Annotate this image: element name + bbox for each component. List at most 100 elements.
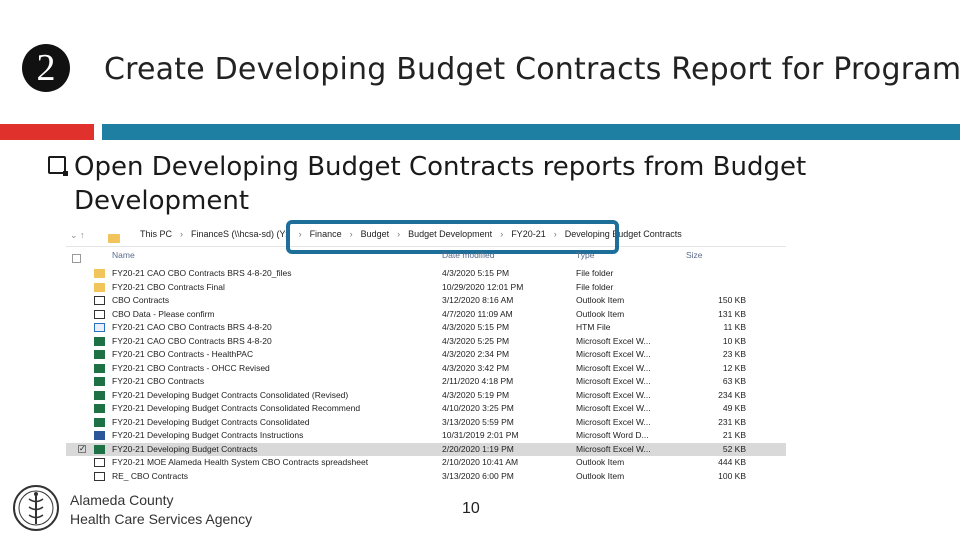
file-size: 100 KB — [718, 470, 746, 481]
file-date: 4/10/2020 3:25 PM — [442, 403, 514, 413]
outlook-item-icon — [94, 309, 105, 319]
page-number: 10 — [462, 500, 480, 517]
breadcrumb-item[interactable]: Finance — [309, 229, 342, 239]
file-name: FY20-21 Developing Budget Contracts Inst… — [112, 430, 304, 440]
checkbox-bullet-icon — [48, 156, 68, 176]
file-date: 2/11/2020 4:18 PM — [442, 376, 514, 386]
address-folder-icon — [108, 233, 120, 244]
file-row[interactable]: FY20-21 CBO Contracts - HealthPAC 4/3/202… — [66, 348, 786, 362]
breadcrumb-item[interactable]: FY20-21 — [511, 229, 546, 239]
breadcrumb-item[interactable]: Budget — [360, 229, 390, 239]
outlook-item-icon — [94, 458, 105, 468]
file-type: Outlook Item — [576, 470, 625, 481]
file-date: 4/3/2020 2:34 PM — [442, 349, 510, 359]
file-type: Outlook Item — [576, 457, 625, 467]
file-size: 52 KB — [722, 443, 746, 454]
file-size: 10 KB — [722, 335, 746, 346]
file-name: FY20-21 CBO Contracts - OHCC Revised — [112, 362, 270, 373]
breadcrumb-separator-icon: › — [500, 229, 504, 239]
column-header-type[interactable]: Type — [576, 250, 595, 260]
file-type: Microsoft Excel W... — [576, 335, 651, 346]
word-file-icon — [94, 431, 105, 441]
file-size: 234 KB — [718, 389, 746, 400]
file-type: Microsoft Excel W... — [576, 362, 651, 373]
breadcrumb-item[interactable]: Developing Budget Contracts — [564, 229, 682, 239]
file-row[interactable]: FY20-21 Developing Budget Contracts 2/20/… — [66, 442, 786, 456]
folder-icon — [94, 282, 105, 292]
file-date: 4/3/2020 5:15 PM — [442, 322, 510, 332]
file-size: 444 KB — [718, 457, 746, 467]
agency-logo — [13, 485, 59, 531]
file-size: 23 KB — [722, 349, 746, 359]
file-name: FY20-21 CBO Contracts — [112, 376, 205, 386]
file-size: 12 KB — [722, 362, 746, 373]
file-row[interactable]: FY20-21 CAO CBO Contracts BRS 4-8-20 4/3/… — [66, 335, 786, 349]
file-type: File folder — [576, 268, 614, 278]
org-line-2: Health Care Services Agency — [70, 511, 253, 527]
file-date: 3/13/2020 6:00 PM — [442, 470, 514, 481]
column-header-date[interactable]: Date modified — [442, 250, 495, 260]
file-type: Microsoft Word D... — [576, 430, 649, 440]
outlook-item-icon — [94, 296, 105, 306]
html-file-icon — [94, 323, 105, 333]
breadcrumb-item[interactable]: Budget Development — [408, 229, 493, 239]
file-name: FY20-21 CAO CBO Contracts BRS 4-8-20 — [112, 335, 272, 346]
file-name: FY20-21 CBO Contracts - HealthPAC — [112, 349, 254, 359]
file-type: Microsoft Excel W... — [576, 403, 651, 413]
column-header-size[interactable]: Size — [686, 250, 703, 260]
breadcrumb-separator-icon: › — [397, 229, 401, 239]
file-name: FY20-21 CAO CBO Contracts BRS 4-8-20_fil… — [112, 268, 292, 278]
file-row[interactable]: FY20-21 Developing Budget Contracts Cons… — [66, 389, 786, 403]
file-row[interactable]: CBO Data - Please confirm 4/7/2020 11:09 … — [66, 308, 786, 322]
file-row[interactable]: FY20-21 Developing Budget Contracts Cons… — [66, 416, 786, 430]
file-row[interactable]: RE_ CBO Contracts 3/13/2020 6:00 PM Outloo… — [66, 470, 786, 484]
outlook-item-icon — [94, 471, 105, 481]
file-date: 2/10/2020 10:41 AM — [442, 457, 519, 467]
breadcrumb-separator-icon: › — [298, 229, 302, 239]
nav-arrows[interactable]: ⌄ ↑ — [70, 230, 85, 241]
file-row[interactable]: FY20-21 CBO Contracts - OHCC Revised 4/3/… — [66, 362, 786, 376]
instruction-bullet: Open Developing Budget Contracts reports… — [48, 150, 908, 218]
breadcrumb-item[interactable]: FinanceS (\\hcsa-sd) (Y:) — [191, 229, 291, 239]
file-row[interactable]: FY20-21 CBO Contracts 2/11/2020 4:18 PM Mi… — [66, 375, 786, 389]
file-row[interactable]: CBO Contracts 3/12/2020 8:16 AM Outlook It… — [66, 294, 786, 308]
file-size: 49 KB — [722, 403, 746, 413]
instruction-text: Open Developing Budget Contracts reports… — [74, 152, 807, 216]
file-row[interactable]: FY20-21 CAO CBO Contracts BRS 4-8-20 4/3/… — [66, 321, 786, 335]
file-row[interactable]: FY20-21 Developing Budget Contracts Inst… — [66, 429, 786, 443]
file-type: File folder — [576, 281, 614, 292]
file-name: FY20-21 MOE Alameda Health System CBO Co… — [112, 457, 369, 467]
file-name: FY20-21 Developing Budget Contracts Cons… — [112, 389, 349, 400]
file-size: 131 KB — [718, 308, 746, 319]
file-date: 4/3/2020 3:42 PM — [442, 362, 510, 373]
file-row[interactable]: FY20-21 CAO CBO Contracts BRS 4-8-20_fil… — [66, 267, 786, 281]
column-header-name[interactable]: Name — [112, 250, 135, 260]
organization-name: Alameda County Health Care Services Agen… — [70, 491, 252, 529]
file-type: Outlook Item — [576, 308, 625, 319]
file-date: 3/12/2020 8:16 AM — [442, 295, 514, 305]
address-bar[interactable]: ⌄ ↑ This PC › FinanceS (\\hcsa-sd) (Y:) › Fi… — [66, 220, 786, 254]
excel-file-icon — [94, 390, 105, 400]
file-name: FY20-21 CBO Contracts Final — [112, 281, 225, 292]
step-number-badge: 2 — [22, 44, 70, 92]
file-type: Microsoft Excel W... — [576, 376, 651, 386]
file-date: 4/7/2020 11:09 AM — [442, 308, 513, 319]
file-date: 10/29/2020 12:01 PM — [442, 281, 524, 292]
up-arrow-icon[interactable]: ↑ — [80, 230, 85, 240]
select-all-checkbox[interactable] — [72, 254, 81, 263]
excel-file-icon — [94, 377, 105, 387]
back-arrow-icon[interactable]: ⌄ — [70, 230, 81, 240]
row-checkbox[interactable] — [78, 443, 86, 455]
slide-title: Create Developing Budget Contracts Repor… — [104, 52, 960, 87]
file-date: 2/20/2020 1:19 PM — [442, 443, 514, 454]
breadcrumb-item[interactable]: This PC — [140, 229, 173, 239]
breadcrumb-separator-icon: › — [553, 229, 557, 239]
file-row[interactable]: FY20-21 CBO Contracts Final 10/29/2020 12… — [66, 281, 786, 295]
file-name: CBO Data - Please confirm — [112, 308, 215, 319]
excel-file-icon — [94, 444, 105, 454]
file-row[interactable]: FY20-21 MOE Alameda Health System CBO Co… — [66, 456, 786, 470]
file-row[interactable]: FY20-21 Developing Budget Contracts Cons… — [66, 402, 786, 416]
file-type: Microsoft Excel W... — [576, 416, 651, 427]
file-name: FY20-21 Developing Budget Contracts Cons… — [112, 403, 361, 413]
file-type: Outlook Item — [576, 295, 625, 305]
